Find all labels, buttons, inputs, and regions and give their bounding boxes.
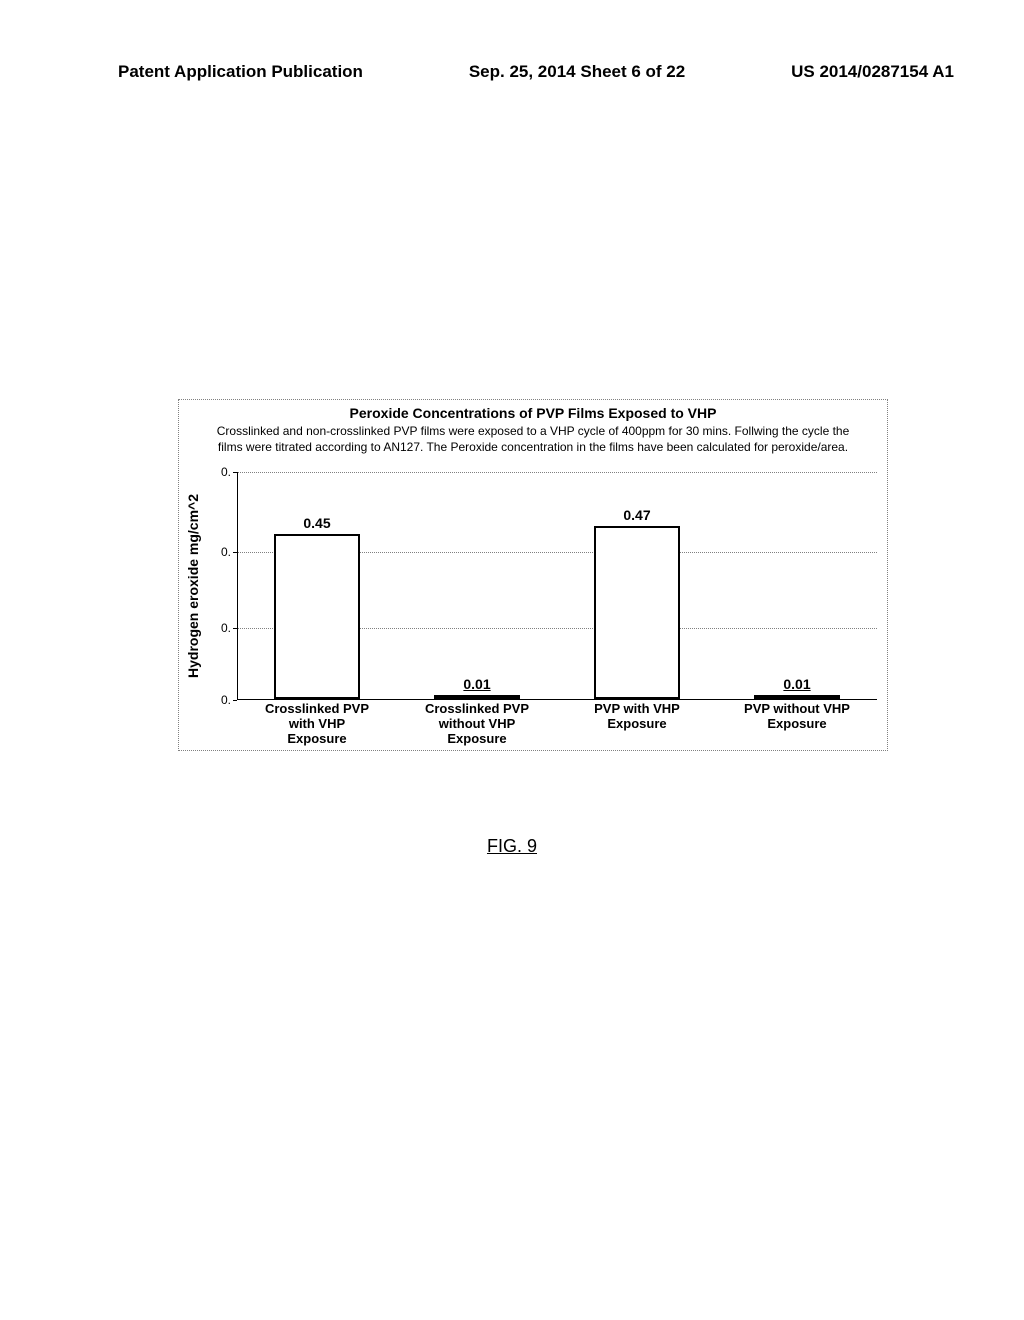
chart-ytick-mark (233, 700, 237, 701)
chart-ytick-label: 0. (211, 621, 231, 635)
figure-caption: FIG. 9 (0, 836, 1024, 857)
chart-bar (594, 526, 680, 699)
chart-x-label: PVP without VHPExposure (717, 702, 877, 747)
chart-x-label: Crosslinked PVPwith VHPExposure (237, 702, 397, 747)
chart-y-axis (237, 472, 238, 700)
chart-x-label: PVP with VHPExposure (557, 702, 717, 747)
chart-x-axis (237, 699, 877, 700)
chart-ytick-label: 0. (211, 693, 231, 707)
chart-ytick-label: 0. (211, 545, 231, 559)
chart-bar-value: 0.01 (754, 676, 840, 692)
chart-x-labels: Crosslinked PVPwith VHPExposureCrosslink… (237, 702, 877, 747)
chart-frame: Peroxide Concentrations of PVP Films Exp… (178, 399, 888, 751)
chart-bar-value: 0.45 (274, 515, 360, 531)
page-header: Patent Application Publication Sep. 25, … (0, 62, 1024, 82)
chart-subtitle: Crosslinked and non-crosslinked PVP film… (203, 424, 863, 455)
header-left: Patent Application Publication (118, 62, 363, 82)
chart-title: Peroxide Concentrations of PVP Films Exp… (179, 405, 887, 421)
page: Patent Application Publication Sep. 25, … (0, 0, 1024, 1320)
chart-bar-value: 0.47 (594, 507, 680, 523)
chart-bar (274, 534, 360, 699)
chart-y-axis-label: Hydrogen eroxide mg/cm^2 (185, 472, 201, 700)
chart-ytick-label: 0. (211, 465, 231, 479)
chart-plot-region: 0.45 0.01 0.47 0.01 (237, 472, 877, 700)
chart-gridline (238, 472, 877, 473)
header-right: US 2014/0287154 A1 (791, 62, 954, 82)
chart-bar (434, 695, 520, 699)
header-center: Sep. 25, 2014 Sheet 6 of 22 (469, 62, 685, 82)
chart-x-label: Crosslinked PVPwithout VHPExposure (397, 702, 557, 747)
chart-bar (754, 695, 840, 699)
chart-bar-value: 0.01 (434, 676, 520, 692)
